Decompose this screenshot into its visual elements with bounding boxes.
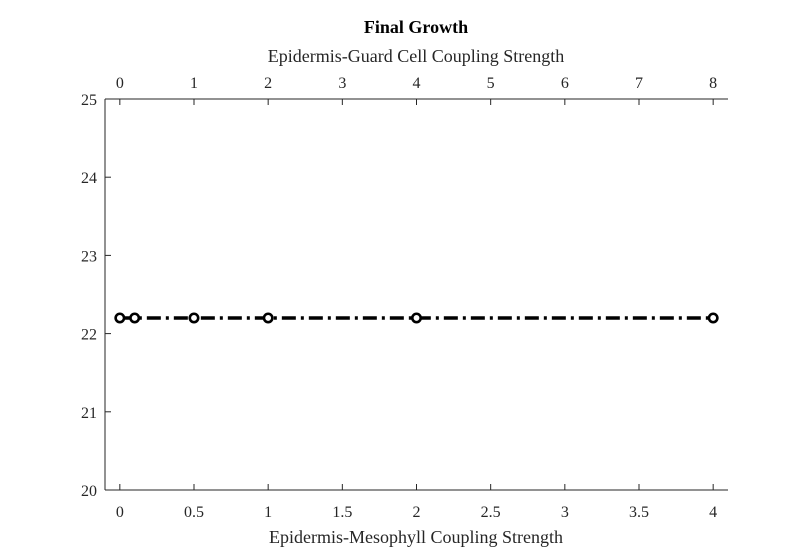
y-tick-label: 21 bbox=[81, 405, 97, 422]
x2-tick-label: 3 bbox=[338, 75, 346, 92]
x-tick-label: 0 bbox=[116, 504, 124, 521]
data-point bbox=[188, 312, 200, 324]
data-point bbox=[262, 312, 274, 324]
x-tick-label: 1 bbox=[264, 504, 272, 521]
x2-tick-label: 8 bbox=[709, 75, 717, 92]
x2-tick-label: 1 bbox=[190, 75, 198, 92]
top-axis-label: Epidermis-Guard Cell Coupling Strength bbox=[268, 46, 564, 66]
data-point bbox=[129, 312, 141, 324]
data-point bbox=[114, 312, 126, 324]
x2-tick-label: 6 bbox=[561, 75, 569, 92]
y-tick-label: 20 bbox=[81, 483, 97, 500]
data-point bbox=[410, 312, 422, 324]
x-tick-label: 0.5 bbox=[184, 504, 204, 521]
y-tick-label: 25 bbox=[81, 92, 97, 109]
y-tick-label: 24 bbox=[81, 170, 97, 187]
x2-tick-label: 7 bbox=[635, 75, 643, 92]
x2-tick-label: 4 bbox=[413, 75, 421, 92]
y-tick-label: 23 bbox=[81, 248, 97, 265]
x-tick-label: 2.5 bbox=[481, 504, 501, 521]
bottom-axis-label: Epidermis-Mesophyll Coupling Strength bbox=[269, 527, 563, 547]
x-tick-label: 1.5 bbox=[332, 504, 352, 521]
x2-tick-label: 5 bbox=[487, 75, 495, 92]
x-tick-label: 4 bbox=[709, 504, 717, 521]
plot-area bbox=[114, 312, 719, 324]
x2-tick-label: 2 bbox=[264, 75, 272, 92]
data-point bbox=[707, 312, 719, 324]
chart-title: Final Growth bbox=[364, 17, 468, 37]
x-tick-label: 2 bbox=[413, 504, 421, 521]
x-tick-label: 3.5 bbox=[629, 504, 649, 521]
y-tick-label: 22 bbox=[81, 327, 97, 344]
x2-tick-label: 0 bbox=[116, 75, 124, 92]
x-tick-label: 3 bbox=[561, 504, 569, 521]
